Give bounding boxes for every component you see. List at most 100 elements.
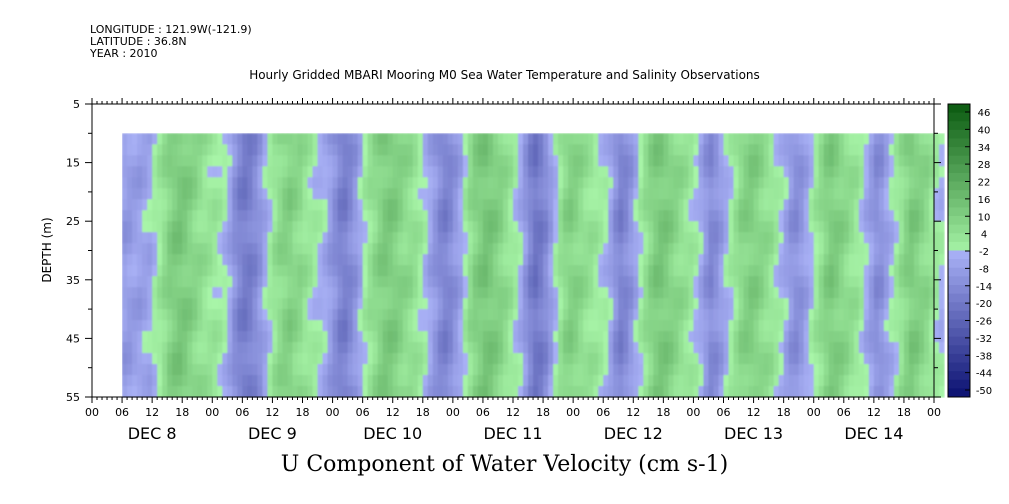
heatmap-cell [362,298,369,310]
heatmap-cell [533,155,539,167]
heatmap-cell [758,320,765,332]
heatmap-cell [392,298,399,310]
x-hour-label: 00 [446,406,460,419]
heatmap-cell [357,287,364,299]
heatmap-cell [467,364,474,376]
heatmap-cell [934,287,940,299]
heatmap-cell [598,177,604,189]
heatmap-cell [773,199,780,211]
heatmap-cell [748,265,755,277]
heatmap-cell [222,364,228,376]
heatmap-cell [252,210,258,222]
heatmap-cell [848,353,855,365]
heatmap-cell [648,276,654,288]
heatmap-cell [798,254,805,266]
heatmap-cell [898,221,905,233]
heatmap-cell [743,188,750,200]
heatmap-cell [272,133,279,145]
heatmap-cell [528,276,534,288]
heatmap-cell [487,243,494,255]
heatmap-cell [402,353,409,365]
x-hour-label: 06 [235,406,249,419]
heatmap-cell [568,375,574,387]
heatmap-cell [422,254,429,266]
heatmap-cell [282,133,289,145]
heatmap-cell [638,232,644,244]
heatmap-cell [713,232,720,244]
heatmap-cell [377,243,384,255]
heatmap-cell [833,276,840,288]
heatmap-cell [923,386,930,398]
heatmap-cell [382,320,389,332]
heatmap-cell [934,199,940,211]
heatmap-cell [558,188,564,200]
heatmap-cell [362,309,369,321]
heatmap-cell [823,298,830,310]
heatmap-cell [412,265,419,277]
heatmap-cell [172,320,178,332]
heatmap-cell [392,331,399,343]
heatmap-cell [548,144,554,156]
heatmap-cell [357,221,364,233]
heatmap-cell [598,320,604,332]
heatmap-cell [673,155,679,167]
heatmap-cell [487,144,494,156]
heatmap-cell [472,276,479,288]
heatmap-cell [663,221,669,233]
heatmap-cell [598,309,604,321]
heatmap-cell [327,144,334,156]
heatmap-cell [257,221,263,233]
heatmap-cell [863,232,870,244]
heatmap-cell [888,276,895,288]
heatmap-cell [563,342,569,354]
heatmap-cell [928,320,935,332]
heatmap-cell [247,353,253,365]
heatmap-cell [202,309,208,321]
heatmap-cell [357,265,364,277]
heatmap-cell [888,199,895,211]
heatmap-cell [828,309,835,321]
heatmap-cell [287,177,294,189]
heatmap-cell [137,221,143,233]
heatmap-cell [618,232,624,244]
heatmap-cell [432,177,439,189]
heatmap-cell [848,342,855,354]
heatmap-cell [147,133,153,145]
heatmap-cell [127,342,133,354]
heatmap-cell [152,386,158,398]
heatmap-cell [558,375,564,387]
heatmap-cell [287,276,294,288]
heatmap-cell [407,386,414,398]
heatmap-cell [633,133,639,145]
heatmap-cell [337,342,344,354]
heatmap-cell [568,320,574,332]
heatmap-cell [332,353,339,365]
heatmap-cell [673,177,679,189]
heatmap-cell [147,320,153,332]
heatmap-cell [628,210,634,222]
heatmap-cell [337,133,344,145]
heatmap-cell [147,166,153,178]
heatmap-cell [568,166,574,178]
heatmap-cell [518,210,524,222]
heatmap-cell [197,243,203,255]
heatmap-cell [573,353,579,365]
heatmap-cell [628,309,634,321]
heatmap-cell [523,309,529,321]
heatmap-cell [618,386,624,398]
heatmap-cell [122,287,128,299]
heatmap-cell [793,265,800,277]
heatmap-cell [623,342,629,354]
heatmap-cell [332,133,339,145]
heatmap-cell [467,199,474,211]
heatmap-cell [688,144,695,156]
heatmap-cell [352,188,359,200]
heatmap-cell [548,331,554,343]
colorbar-segment [948,181,970,191]
heatmap-cell [417,331,424,343]
heatmap-cell [898,320,905,332]
heatmap-cell [132,177,138,189]
heatmap-cell [322,210,329,222]
heatmap-cell [783,375,790,387]
heatmap-cell [628,133,634,145]
